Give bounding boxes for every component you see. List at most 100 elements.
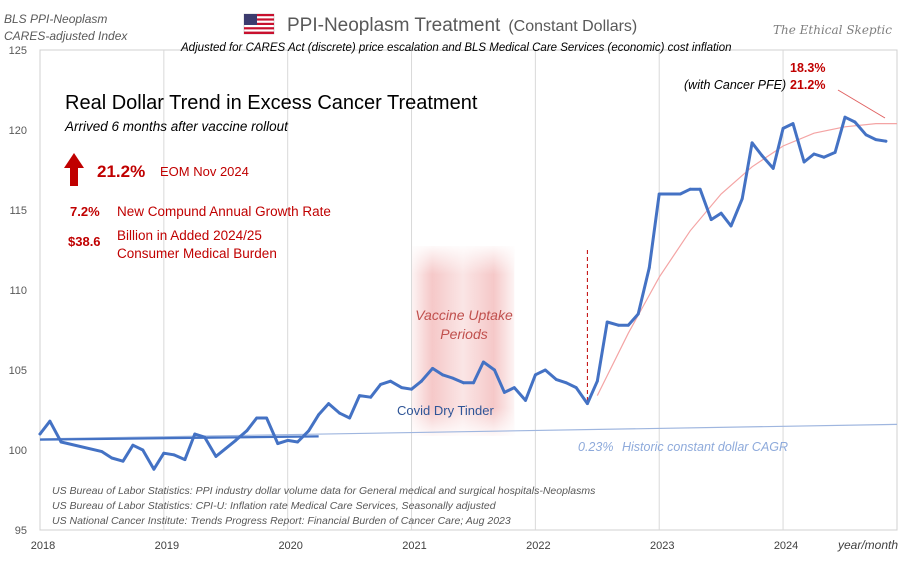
data-point <box>441 373 444 377</box>
data-point <box>389 379 392 383</box>
data-point <box>172 453 176 457</box>
us-flag-icon <box>243 13 275 35</box>
data-point <box>100 450 104 453</box>
data-point <box>595 379 599 383</box>
data-point <box>369 395 373 399</box>
data-point <box>864 133 868 137</box>
burden-label-1: Billion in Added 2024/25 <box>117 228 262 243</box>
x-tick-label: 2020 <box>278 540 302 552</box>
data-point <box>482 360 485 364</box>
data-point <box>874 138 878 142</box>
x-tick-label: 2019 <box>155 540 179 552</box>
y-tick-label: 95 <box>15 525 27 537</box>
y-axis-ticks: 95 100 105 110 115 120 125 <box>9 45 27 537</box>
data-point <box>110 456 114 460</box>
pfe-trend-curve <box>596 123 897 396</box>
series-line <box>38 115 888 471</box>
data-point <box>234 439 238 442</box>
data-point <box>214 455 218 458</box>
x-axis-ticks: 2018 2019 2020 2021 2022 2023 2024 <box>31 540 799 552</box>
data-point <box>688 187 692 191</box>
data-point <box>771 167 775 170</box>
y-tick-label: 105 <box>9 365 27 377</box>
data-point <box>245 429 249 433</box>
pfe-pointer-line <box>837 89 886 119</box>
data-point <box>678 192 682 196</box>
pfe-value-bottom: 21.2% <box>790 78 825 92</box>
data-point <box>636 312 640 316</box>
data-point <box>729 224 733 228</box>
data-point <box>657 192 661 196</box>
data-point <box>555 378 558 381</box>
data-point <box>48 419 52 423</box>
source-line: US National Cancer Institute: Trends Pro… <box>52 515 511 527</box>
data-point <box>121 459 125 463</box>
data-point <box>617 323 620 327</box>
data-point <box>574 386 578 389</box>
y-tick-label: 100 <box>9 445 27 457</box>
data-point <box>400 386 403 389</box>
source-line: US Bureau of Labor Statistics: PPI indus… <box>52 485 596 497</box>
x-tick-label: 2023 <box>650 540 674 552</box>
data-point <box>224 447 228 450</box>
historic-cagr-value: 0.23% <box>578 440 613 454</box>
cagr-label: New Compund Annual Growth Rate <box>117 204 331 219</box>
data-point <box>472 381 475 385</box>
data-point <box>698 187 702 191</box>
data-point <box>358 394 361 397</box>
data-point <box>812 152 816 156</box>
data-point <box>709 218 713 222</box>
excess-value: 21.2% <box>97 162 145 181</box>
vaccine-uptake-label-1: Vaccine Uptake <box>415 307 513 323</box>
data-point <box>493 368 496 372</box>
brand-name: The Ethical Skeptic <box>773 23 892 37</box>
burden-label-2: Consumer Medical Burden <box>117 246 277 261</box>
data-point <box>822 155 826 159</box>
data-point <box>534 373 537 377</box>
data-point <box>317 413 320 417</box>
data-point <box>193 432 197 436</box>
trend-lines <box>39 123 898 441</box>
data-point <box>884 139 888 143</box>
data-point <box>307 429 311 433</box>
x-tick-label: 2018 <box>31 540 55 552</box>
dry-tinder-label: Covid Dry Tinder <box>397 403 494 418</box>
headline: Real Dollar Trend in Excess Cancer Treat… <box>65 92 478 114</box>
data-point <box>162 451 166 455</box>
data-point <box>379 383 382 386</box>
index-label-line1: BLS PPI-Neoplasm <box>4 12 107 26</box>
y-tick-label: 115 <box>9 205 27 217</box>
burden-value: $38.6 <box>68 234 101 249</box>
y-tick-label: 125 <box>9 45 27 57</box>
data-point <box>667 192 671 196</box>
data-point <box>338 411 342 415</box>
historic-trend-line <box>39 423 898 440</box>
data-point <box>327 402 330 405</box>
data-point <box>451 376 454 380</box>
data-point <box>141 448 145 452</box>
cagr-value: 7.2% <box>70 204 100 219</box>
data-point <box>750 141 754 145</box>
data-point <box>131 443 135 447</box>
index-label-line2: CARES-adjusted Index <box>4 29 128 43</box>
subheadline: Arrived 6 months after vaccine rollout <box>64 119 289 134</box>
data-point <box>760 154 764 158</box>
data-point <box>276 442 280 445</box>
data-point <box>843 115 847 119</box>
data-point <box>152 467 156 471</box>
source-line: US Bureau of Labor Statistics: CPI-U: In… <box>52 500 497 512</box>
pfe-label: (with Cancer PFE) <box>684 78 786 92</box>
data-point <box>605 320 609 324</box>
data-point <box>626 323 630 327</box>
vaccine-uptake-band-fade <box>411 246 515 436</box>
historic-cagr-label: Historic constant dollar CAGR <box>622 440 788 454</box>
series-layer <box>38 115 888 471</box>
vaccine-uptake-label-2: Periods <box>440 326 487 342</box>
page-subtitle: Adjusted for CARES Act (discrete) price … <box>180 42 732 54</box>
data-point <box>586 402 589 405</box>
data-point <box>833 151 837 154</box>
data-point <box>853 120 857 124</box>
data-point <box>802 160 806 164</box>
data-point <box>781 126 785 130</box>
